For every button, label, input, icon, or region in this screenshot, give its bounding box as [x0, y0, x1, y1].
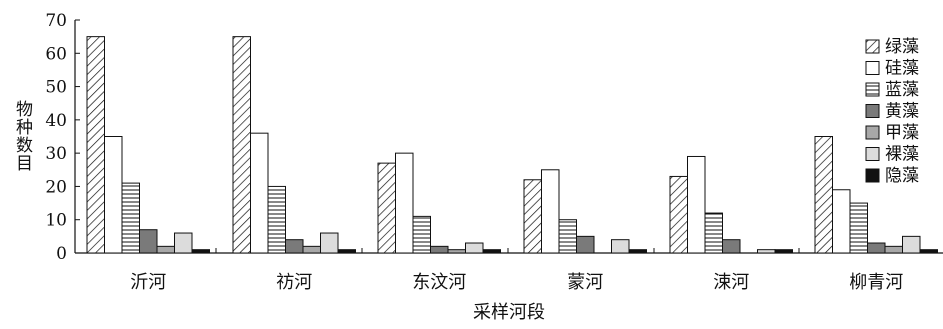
- bar-黄藻-蒙河: [576, 235, 595, 254]
- legend-swatch: [865, 39, 880, 54]
- bar-蓝藻-沂河: [121, 182, 140, 254]
- legend-label: 硅藻: [885, 59, 919, 79]
- bar-甲藻-柳青河: [884, 245, 903, 254]
- legend-swatch: [865, 168, 880, 183]
- x-axis-title: 采样河段: [473, 302, 545, 323]
- bar-硅藻-祊河: [250, 132, 269, 254]
- bar-黄藻-东汶河: [430, 245, 449, 254]
- y-tick-label: 10: [45, 211, 67, 231]
- legend-swatch: [865, 82, 880, 97]
- legend-label: 蓝藻: [885, 80, 919, 100]
- y-tick-label: 20: [45, 177, 67, 197]
- bar-硅藻-蒙河: [541, 169, 560, 254]
- x-category-label: 沂河: [130, 272, 166, 293]
- legend-label: 绿藻: [885, 37, 919, 57]
- bar-裸藻-柳青河: [902, 235, 921, 254]
- legend-swatch: [865, 147, 880, 161]
- y-tick-label: 60: [45, 44, 67, 64]
- bar-蓝藻-蒙河: [558, 219, 577, 254]
- y-tick-label: 40: [45, 111, 67, 131]
- bar-蓝藻-祊河: [267, 185, 286, 254]
- x-category-label: 蒙河: [567, 272, 603, 293]
- bar-裸藻-沂河: [174, 232, 193, 254]
- bar-隐藻-柳青河: [919, 249, 938, 254]
- y-tick-label: 30: [45, 144, 67, 164]
- bar-隐藻-祊河: [337, 249, 356, 254]
- bar-硅藻-柳青河: [832, 189, 851, 254]
- bar-隐藻-沂河: [191, 249, 210, 254]
- bar-绿藻-涑河: [669, 175, 688, 254]
- x-category-label: 涑河: [713, 272, 749, 293]
- legend-swatch: [865, 104, 880, 118]
- bar-硅藻-东汶河: [395, 152, 414, 254]
- bar-黄藻-涑河: [722, 239, 741, 254]
- bar-绿藻-祊河: [232, 36, 251, 254]
- y-tick-label: 50: [45, 78, 67, 98]
- bar-绿藻-沂河: [86, 36, 105, 254]
- bar-裸藻-蒙河: [611, 239, 630, 254]
- y-axis-title: 物种数目: [12, 100, 33, 172]
- legend-swatch: [865, 125, 880, 140]
- bar-绿藻-东汶河: [377, 162, 396, 254]
- legend-label: 隐藻: [885, 166, 919, 186]
- bar-绿藻-蒙河: [523, 179, 542, 254]
- legend-label: 甲藻: [885, 123, 919, 143]
- bar-蓝藻-东汶河: [412, 215, 431, 254]
- y-tick-label: 70: [45, 11, 67, 31]
- bar-蓝藻-涑河: [704, 212, 723, 254]
- bar-硅藻-涑河: [687, 155, 706, 254]
- bar-黄藻-柳青河: [867, 242, 886, 254]
- legend-label: 黄藻: [885, 102, 919, 122]
- bar-蓝藻-柳青河: [849, 202, 868, 254]
- x-category-label: 柳青河: [849, 272, 903, 293]
- bar-甲藻-东汶河: [447, 249, 466, 254]
- bars: [86, 36, 938, 254]
- bar-隐藻-蒙河: [628, 249, 647, 254]
- bar-绿藻-柳青河: [814, 136, 833, 254]
- bar-隐藻-东汶河: [482, 249, 501, 254]
- bar-隐藻-涑河: [774, 249, 793, 254]
- bar-甲藻-沂河: [156, 245, 175, 254]
- bar-黄藻-沂河: [139, 229, 158, 254]
- bar-裸藻-东汶河: [465, 242, 484, 254]
- x-category-label: 东汶河: [412, 272, 466, 293]
- bar-裸藻-涑河: [757, 249, 776, 254]
- bar-甲藻-祊河: [302, 245, 321, 254]
- bar-黄藻-祊河: [285, 239, 304, 254]
- y-tick-label: 0: [56, 244, 67, 264]
- legend-swatch: [865, 61, 880, 75]
- legend-label: 裸藻: [885, 145, 919, 165]
- bar-裸藻-祊河: [320, 232, 339, 254]
- bar-硅藻-沂河: [104, 136, 123, 254]
- x-category-label: 祊河: [276, 272, 312, 293]
